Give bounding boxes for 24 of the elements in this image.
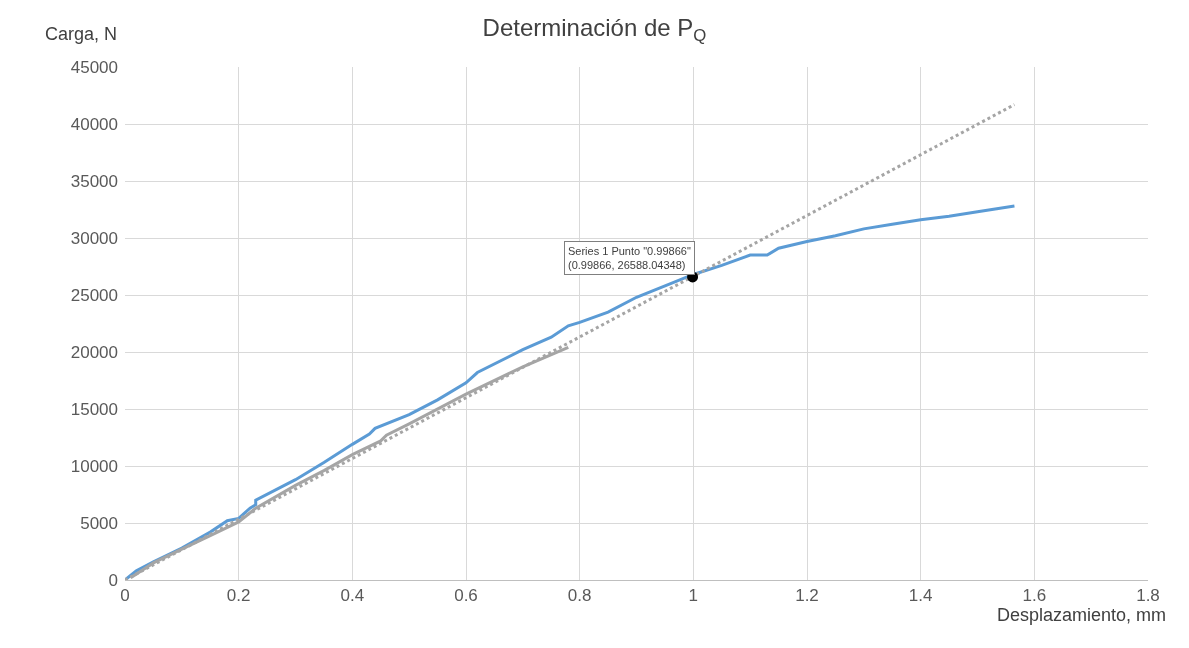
x-tick-label: 0.4 xyxy=(340,586,365,606)
x-tick-label: 1.2 xyxy=(795,586,819,606)
y-tick-label: 20000 xyxy=(70,342,118,362)
y-tick-label: 45000 xyxy=(70,57,118,77)
annotation: Series 1 Punto "0.99866" (0.99866, 26588.04348) xyxy=(568,245,691,272)
x-tick-label: 0.8 xyxy=(567,586,592,606)
y-tick-label: 25000 xyxy=(70,285,118,305)
x-tick-label: 1 xyxy=(688,586,699,606)
y-tick-label: 35000 xyxy=(70,171,118,191)
x-tick-label: 1.6 xyxy=(1022,586,1047,606)
y-tick-label: 30000 xyxy=(70,228,118,248)
y-tick-label: 10000 xyxy=(70,456,118,476)
x-tick-label: 1.4 xyxy=(908,586,933,606)
y-tick-label: 5000 xyxy=(80,513,118,533)
y-tick-label: 0 xyxy=(108,570,118,590)
chart-title: Determinación de P$_{Q}$ xyxy=(482,14,707,46)
x-axis-title: Desplazamiento, mm xyxy=(997,605,1167,625)
line-series xyxy=(125,204,1016,580)
y-axis-title: Carga, N xyxy=(45,24,118,44)
x-tick-label: 0.6 xyxy=(454,586,478,606)
y-tick-label: 15000 xyxy=(70,399,118,419)
x-tick-label: 1.8 xyxy=(1136,586,1160,606)
x-tick-label: 0.2 xyxy=(226,586,251,606)
y-tick-label: 40000 xyxy=(70,114,118,134)
